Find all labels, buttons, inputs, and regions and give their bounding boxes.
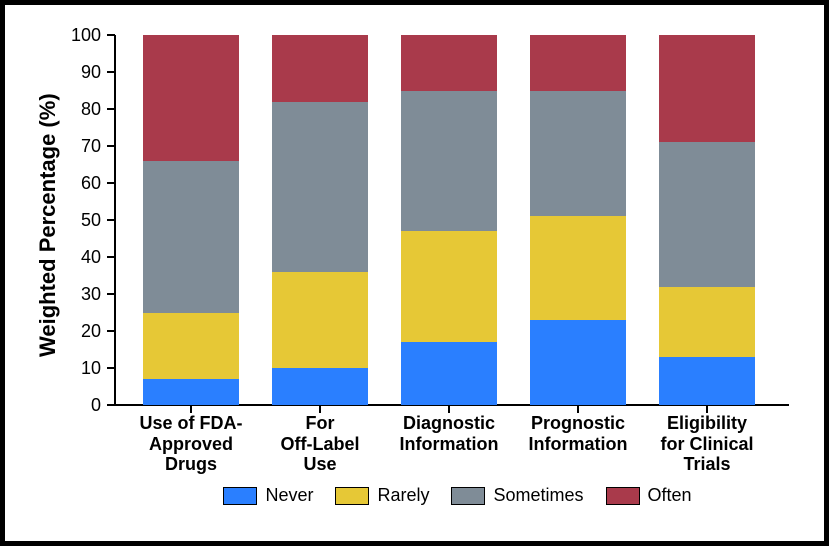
x-axis-label-line: Prognostic xyxy=(514,413,642,434)
bar-segment-never xyxy=(530,320,626,405)
x-axis-label-line: Eligibility xyxy=(643,413,771,434)
bar-segment-never xyxy=(143,379,239,405)
x-axis-label-line: Drugs xyxy=(127,454,255,475)
y-tick-label: 90 xyxy=(51,62,101,83)
bar-segment-rarely xyxy=(530,216,626,320)
legend-label: Often xyxy=(648,485,692,506)
bar-segment-often xyxy=(272,35,368,102)
x-axis-label-line: Diagnostic xyxy=(385,413,513,434)
bar-segment-often xyxy=(143,35,239,161)
x-axis-label-line: Approved xyxy=(127,434,255,455)
bar-segment-rarely xyxy=(143,313,239,380)
bar-group xyxy=(530,35,626,405)
y-tick-label: 80 xyxy=(51,99,101,120)
bar-group xyxy=(272,35,368,405)
x-tick-mark xyxy=(577,405,579,413)
y-tick-label: 40 xyxy=(51,247,101,268)
legend-label: Sometimes xyxy=(493,485,583,506)
x-axis-label-line: Use xyxy=(256,454,384,475)
x-axis-label: ForOff-LabelUse xyxy=(256,413,384,475)
x-tick-mark xyxy=(448,405,450,413)
bar-segment-sometimes xyxy=(401,91,497,232)
legend: Never Rarely Sometimes Often xyxy=(115,485,800,506)
legend-swatch xyxy=(335,487,369,505)
legend-item-sometimes: Sometimes xyxy=(451,485,583,506)
x-axis-label-line: Trials xyxy=(643,454,771,475)
y-tick-label: 60 xyxy=(51,173,101,194)
legend-swatch xyxy=(451,487,485,505)
bar-group xyxy=(143,35,239,405)
x-axis-label-line: Information xyxy=(385,434,513,455)
x-axis-label-line: For xyxy=(256,413,384,434)
bar-segment-never xyxy=(401,342,497,405)
bar-segment-often xyxy=(401,35,497,91)
y-tick-label: 20 xyxy=(51,321,101,342)
x-axis-label: Eligibilityfor ClinicalTrials xyxy=(643,413,771,475)
legend-swatch xyxy=(223,487,257,505)
x-tick-mark xyxy=(190,405,192,413)
bar-segment-sometimes xyxy=(143,161,239,313)
y-tick-label: 70 xyxy=(51,136,101,157)
x-axis-label-line: Off-Label xyxy=(256,434,384,455)
bar-segment-sometimes xyxy=(530,91,626,217)
x-tick-mark xyxy=(706,405,708,413)
y-tick-label: 10 xyxy=(51,358,101,379)
bar-segment-rarely xyxy=(272,272,368,368)
bar-segment-often xyxy=(530,35,626,91)
legend-item-rarely: Rarely xyxy=(335,485,429,506)
chart-frame: Weighted Percentage (%) 0102030405060708… xyxy=(0,0,829,546)
legend-swatch xyxy=(606,487,640,505)
y-tick-label: 100 xyxy=(51,25,101,46)
x-axis-label: Use of FDA-ApprovedDrugs xyxy=(127,413,255,475)
x-tick-mark xyxy=(319,405,321,413)
x-axis-label-line: Information xyxy=(514,434,642,455)
bar-segment-sometimes xyxy=(659,142,755,286)
bar-group xyxy=(659,35,755,405)
y-axis-line xyxy=(114,35,116,406)
bar-segment-never xyxy=(659,357,755,405)
bar-segment-sometimes xyxy=(272,102,368,272)
x-axis-label: PrognosticInformation xyxy=(514,413,642,454)
y-tick-label: 50 xyxy=(51,210,101,231)
y-tick-label: 30 xyxy=(51,284,101,305)
legend-label: Never xyxy=(265,485,313,506)
bar-group xyxy=(401,35,497,405)
x-axis-label-line: Use of FDA- xyxy=(127,413,255,434)
bar-segment-rarely xyxy=(401,231,497,342)
x-axis-label-line: for Clinical xyxy=(643,434,771,455)
bar-segment-rarely xyxy=(659,287,755,357)
y-tick-label: 0 xyxy=(51,395,101,416)
legend-item-never: Never xyxy=(223,485,313,506)
bar-segment-never xyxy=(272,368,368,405)
legend-label: Rarely xyxy=(377,485,429,506)
bar-segment-often xyxy=(659,35,755,142)
legend-item-often: Often xyxy=(606,485,692,506)
x-axis-label: DiagnosticInformation xyxy=(385,413,513,454)
